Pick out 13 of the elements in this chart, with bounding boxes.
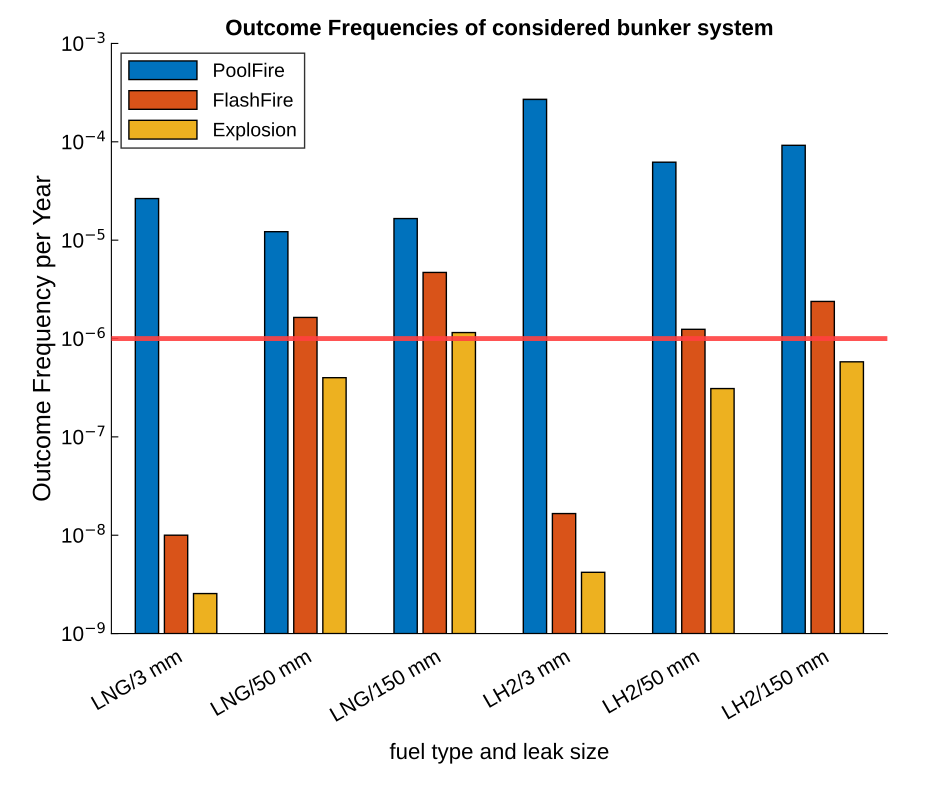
legend-label: FlashFire (214, 92, 293, 107)
y-tick-label: 10$^{−6}$ (62, 327, 105, 346)
y-tick-label: 10$^{−3}$ (62, 32, 105, 52)
legend-label: PoolFire (214, 62, 284, 78)
y-tick-label: 10$^{−7}$ (62, 426, 105, 444)
y-tick-label: 10$^{−9}$ (62, 622, 105, 642)
y-tick-label: 10$^{−8}$ (62, 524, 105, 543)
chart-title: Outcome Frequencies of considered bunker system (226, 19, 772, 40)
y-axis-title: Outcome Frequency per Year (32, 176, 56, 501)
x-axis-title: fuel type and leak size (390, 742, 608, 764)
y-tick-label: 10$^{−4}$ (62, 130, 105, 150)
y-tick-label: 10$^{−5}$ (62, 228, 104, 248)
legend-label: Explosion (214, 122, 296, 140)
